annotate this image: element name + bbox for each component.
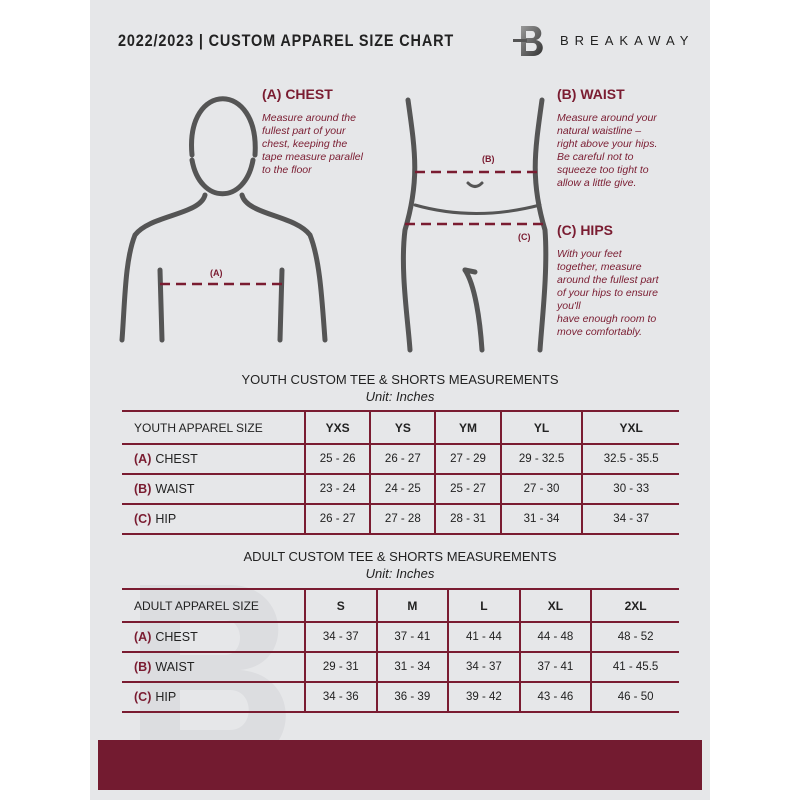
waist-description: Measure around your natural waistline – ri… — [557, 112, 658, 189]
measurement-name: HIP — [155, 512, 177, 526]
measurement-value: 34 - 36 — [304, 682, 377, 713]
measurement-label: (B) WAIST — [122, 474, 305, 505]
youth-size-table: YOUTH APPAREL SIZE YXS YS YM YL YXL (A) CHEST 25… — [122, 410, 679, 535]
breakaway-logo-icon — [513, 26, 543, 56]
measurement-label: (C) HIP — [122, 682, 305, 713]
measurement-value: 39 - 42 — [447, 682, 520, 713]
measurement-label: (C) HIP — [122, 504, 305, 535]
measurement-name: WAIST — [155, 660, 195, 674]
measurement-value: 34 - 37 — [447, 652, 520, 683]
measurement-value: 48 - 52 — [590, 622, 679, 653]
measurement-label: (A) CHEST — [122, 622, 305, 653]
measurement-value: 37 - 41 — [375, 622, 449, 653]
measurement-value: 43 - 46 — [518, 682, 592, 713]
measurement-code: (C) — [134, 512, 152, 526]
measurement-value: 27 - 29 — [434, 444, 501, 475]
measurement-value: 46 - 50 — [590, 682, 679, 713]
youth-unit: Unit: Inches — [365, 389, 435, 404]
measurement-value: 23 - 24 — [303, 474, 371, 505]
measurement-value: 26 - 27 — [369, 444, 436, 475]
adult-table-title: ADULT CUSTOM TEE & SHORTS MEASUREMENTS — [243, 549, 557, 564]
measurement-code: (A) — [134, 630, 152, 644]
measurement-code: (B) — [134, 660, 152, 674]
measurement-value: 29 - 32.5 — [499, 444, 583, 475]
size-column-header: S — [304, 589, 377, 623]
measurement-value: 31 - 34 — [375, 652, 449, 683]
measurement-value: 24 - 25 — [369, 474, 436, 505]
measurement-name: CHEST — [155, 630, 198, 644]
measurement-code: (B) — [134, 482, 152, 496]
measurement-value: 27 - 28 — [369, 504, 436, 535]
table-row: (A) CHEST 34 - 37 37 - 41 41 - 44 44 - 48 48 -… — [122, 622, 679, 653]
size-column-header: YXL — [581, 411, 679, 445]
measurement-value: 25 - 27 — [434, 474, 501, 505]
measurement-value: 26 - 27 — [303, 504, 371, 535]
measurement-code: (A) — [134, 452, 152, 466]
size-column-header: XL — [518, 589, 592, 623]
hips-marker: (C) — [518, 232, 531, 242]
measurement-value: 31 - 34 — [499, 504, 583, 535]
measurement-value: 44 - 48 — [518, 622, 592, 653]
body-illustrations: (A) (B) (C) — [119, 96, 549, 353]
waist-marker: (B) — [482, 154, 495, 164]
measurement-name: WAIST — [155, 482, 195, 496]
adult-unit: Unit: Inches — [365, 566, 435, 581]
hips-description: With your feet together, measure around th… — [557, 248, 659, 338]
measurement-value: 27 - 30 — [499, 474, 583, 505]
chest-description: Measure around the fullest part of your ch… — [262, 112, 363, 176]
hips-heading: (C) HIPS — [557, 222, 613, 238]
measurement-value: 36 - 39 — [375, 682, 449, 713]
chest-heading: (A) CHEST — [262, 86, 333, 102]
measurement-label: (B) WAIST — [122, 652, 305, 683]
table-row: (C) HIP 26 - 27 27 - 28 28 - 31 31 - 34 34 - 3… — [122, 504, 679, 535]
table-header-row: YOUTH APPAREL SIZE YXS YS YM YL YXL — [122, 411, 679, 445]
measurement-value: 25 - 26 — [303, 444, 371, 475]
table-row: (C) HIP 34 - 36 36 - 39 39 - 42 43 - 46 46 - 5… — [122, 682, 679, 713]
size-column-header: YXS — [303, 411, 371, 445]
chest-marker: (A) — [210, 268, 223, 278]
measurement-code: (C) — [134, 690, 152, 704]
table-row: (B) WAIST 29 - 31 31 - 34 34 - 37 37 - 41 41 -… — [122, 652, 679, 683]
measurement-name: HIP — [155, 690, 177, 704]
measurement-name: CHEST — [155, 452, 198, 466]
measurement-value: 29 - 31 — [304, 652, 377, 683]
size-column-header: YM — [434, 411, 501, 445]
adult-size-table: ADULT APPAREL SIZE S M L XL 2XL (A) CHEST 34 - 3… — [122, 588, 679, 713]
size-chart-page: 2022/2023 | CUSTOM APPAREL SIZE CHART BR… — [90, 0, 710, 800]
measurement-value: 34 - 37 — [581, 504, 679, 535]
measurement-value: 41 - 45.5 — [590, 652, 679, 683]
measurement-value: 28 - 31 — [434, 504, 501, 535]
footer-bar — [98, 740, 702, 790]
measurement-label: (A) CHEST — [122, 444, 305, 475]
table-row: (B) WAIST 23 - 24 24 - 25 25 - 27 27 - 30 30 -… — [122, 474, 679, 505]
measurement-value: 34 - 37 — [304, 622, 377, 653]
size-column-header: M — [375, 589, 449, 623]
page-title: 2022/2023 | CUSTOM APPAREL SIZE CHART — [118, 31, 455, 50]
size-column-header: 2XL — [590, 589, 679, 623]
measurement-value: 32.5 - 35.5 — [581, 444, 679, 475]
size-column-header: YL — [499, 411, 583, 445]
measurement-value: 37 - 41 — [518, 652, 592, 683]
waist-heading: (B) WAIST — [557, 86, 625, 102]
table-header-row: ADULT APPAREL SIZE S M L XL 2XL — [122, 589, 679, 623]
size-label-header: ADULT APPAREL SIZE — [122, 589, 305, 623]
size-column-header: L — [447, 589, 520, 623]
measurement-value: 41 - 44 — [447, 622, 520, 653]
brand-name: BREAKAWAY — [560, 33, 695, 48]
youth-table-title: YOUTH CUSTOM TEE & SHORTS MEASUREMENTS — [241, 372, 559, 387]
table-row: (A) CHEST 25 - 26 26 - 27 27 - 29 29 - 32.5 32… — [122, 444, 679, 475]
measurement-value: 30 - 33 — [581, 474, 679, 505]
size-column-header: YS — [369, 411, 436, 445]
size-label-header: YOUTH APPAREL SIZE — [122, 411, 305, 445]
